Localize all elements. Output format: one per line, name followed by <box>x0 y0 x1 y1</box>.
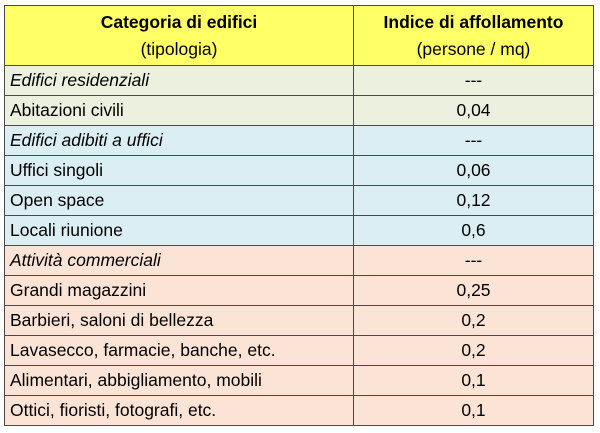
building-type-label: Locali riunione <box>4 215 354 246</box>
building-type-label: Uffici singoli <box>4 155 354 186</box>
crowding-index-table-container: Categoria di edifici Indice di affollame… <box>4 5 594 426</box>
crowding-index-value: 0,1 <box>353 365 594 396</box>
category-row-uffici: Edifici adibiti a uffici --- <box>4 125 594 156</box>
category-label: Edifici adibiti a uffici <box>4 125 354 156</box>
building-type-label: Ottici, fioristi, fotografi, etc. <box>4 395 354 426</box>
category-label: Attività commerciali <box>4 245 354 276</box>
building-type-label: Abitazioni civili <box>4 95 354 126</box>
crowding-index-value: 0,6 <box>353 215 594 246</box>
header-index-subtitle: (persone / mq) <box>353 36 594 66</box>
category-row-commerciali: Attività commerciali --- <box>4 245 594 276</box>
table-row: Alimentari, abbigliamento, mobili 0,1 <box>4 365 594 396</box>
category-value: --- <box>353 65 594 96</box>
category-row-residenziali: Edifici residenziali --- <box>4 65 594 96</box>
building-type-label: Alimentari, abbigliamento, mobili <box>4 365 354 396</box>
crowding-index-table: Categoria di edifici Indice di affollame… <box>4 5 594 426</box>
crowding-index-value: 0,25 <box>353 275 594 306</box>
header-category-subtitle: (tipologia) <box>4 36 354 66</box>
crowding-index-value: 0,04 <box>353 95 594 126</box>
header-row: Categoria di edifici Indice di affollame… <box>4 5 594 36</box>
table-row: Lavasecco, farmacie, banche, etc. 0,2 <box>4 335 594 366</box>
header-index-title: Indice di affollamento <box>353 5 594 36</box>
table-row: Uffici singoli 0,06 <box>4 155 594 186</box>
table-row: Locali riunione 0,6 <box>4 215 594 246</box>
table-row: Barbieri, saloni di bellezza 0,2 <box>4 305 594 336</box>
table-row: Open space 0,12 <box>4 185 594 216</box>
building-type-label: Lavasecco, farmacie, banche, etc. <box>4 335 354 366</box>
building-type-label: Open space <box>4 185 354 216</box>
crowding-index-value: 0,12 <box>353 185 594 216</box>
crowding-index-value: 0,2 <box>353 335 594 366</box>
crowding-index-value: 0,06 <box>353 155 594 186</box>
building-type-label: Grandi magazzini <box>4 275 354 306</box>
category-value: --- <box>353 245 594 276</box>
table-row: Abitazioni civili 0,04 <box>4 95 594 126</box>
table-row: Ottici, fioristi, fotografi, etc. 0,1 <box>4 395 594 426</box>
category-value: --- <box>353 125 594 156</box>
header-category-title: Categoria di edifici <box>4 5 354 36</box>
header-subtitle-row: (tipologia) (persone / mq) <box>4 36 594 66</box>
crowding-index-value: 0,1 <box>353 395 594 426</box>
crowding-index-value: 0,2 <box>353 305 594 336</box>
table-row: Grandi magazzini 0,25 <box>4 275 594 306</box>
building-type-label: Barbieri, saloni di bellezza <box>4 305 354 336</box>
category-label: Edifici residenziali <box>4 65 354 96</box>
